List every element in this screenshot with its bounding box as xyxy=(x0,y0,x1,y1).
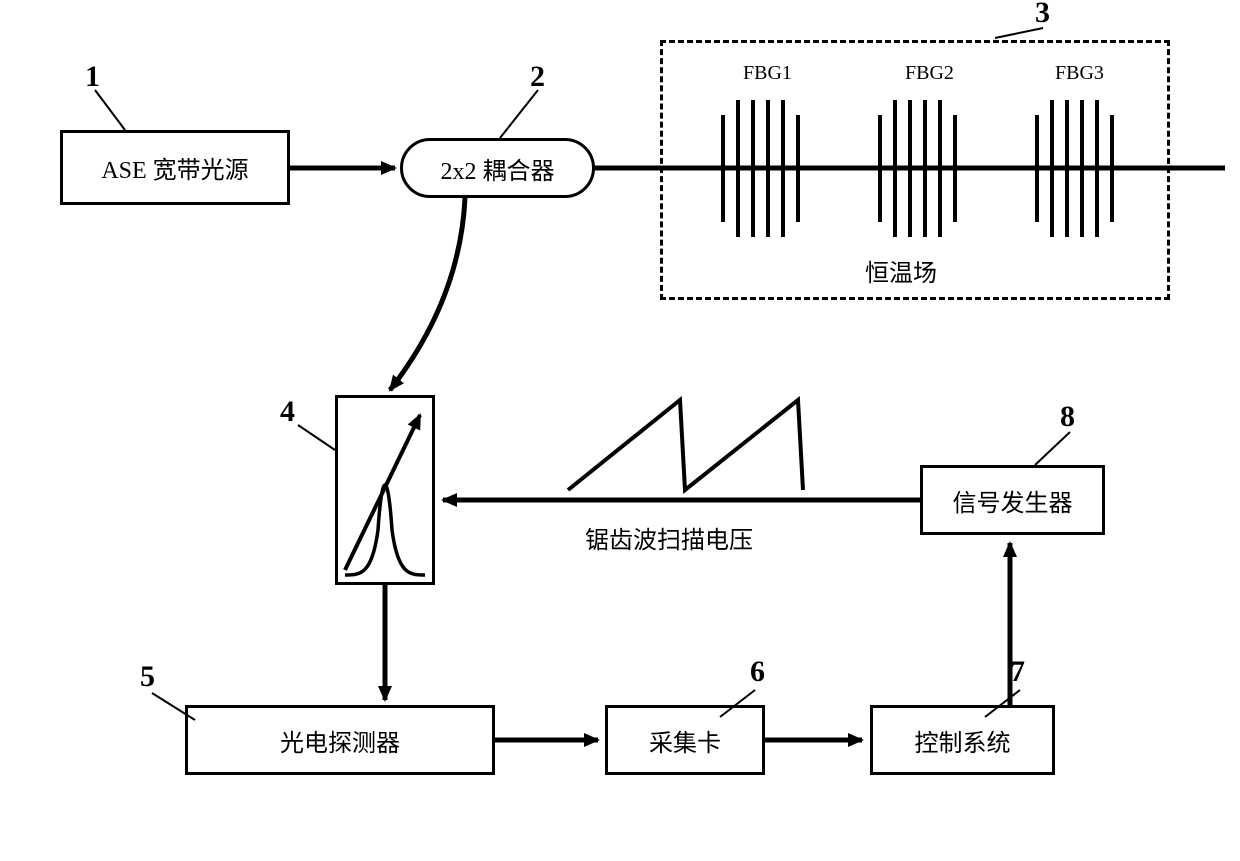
num-1: 1 xyxy=(85,60,100,94)
num-2: 2 xyxy=(530,60,545,94)
detector-box: 光电探测器 xyxy=(185,705,495,775)
num-4: 4 xyxy=(280,395,295,429)
detector-label: 光电探测器 xyxy=(280,723,400,758)
control-label: 控制系统 xyxy=(915,723,1011,758)
thermal-field-caption: 恒温场 xyxy=(865,253,937,288)
num-7: 7 xyxy=(1010,655,1025,689)
acquisition-box: 采集卡 xyxy=(605,705,765,775)
control-box: 控制系统 xyxy=(870,705,1055,775)
coupler-label: 2x2 耦合器 xyxy=(441,151,555,186)
signal-gen-box: 信号发生器 xyxy=(920,465,1105,535)
fbg3-label: FBG3 xyxy=(1055,62,1104,85)
ase-source-box: ASE 宽带光源 xyxy=(60,130,290,205)
sawtooth-caption: 锯齿波扫描电压 xyxy=(585,520,753,555)
num-3: 3 xyxy=(1035,0,1050,30)
fbg2-label: FBG2 xyxy=(905,62,954,85)
num-5: 5 xyxy=(140,660,155,694)
coupler-box: 2x2 耦合器 xyxy=(400,138,595,198)
num-6: 6 xyxy=(750,655,765,689)
ase-source-label: ASE 宽带光源 xyxy=(101,150,248,185)
tunable-filter-box xyxy=(335,395,435,585)
signal-gen-label: 信号发生器 xyxy=(953,483,1073,518)
num-8: 8 xyxy=(1060,400,1075,434)
fbg1-label: FBG1 xyxy=(743,62,792,85)
acquisition-label: 采集卡 xyxy=(649,723,721,758)
